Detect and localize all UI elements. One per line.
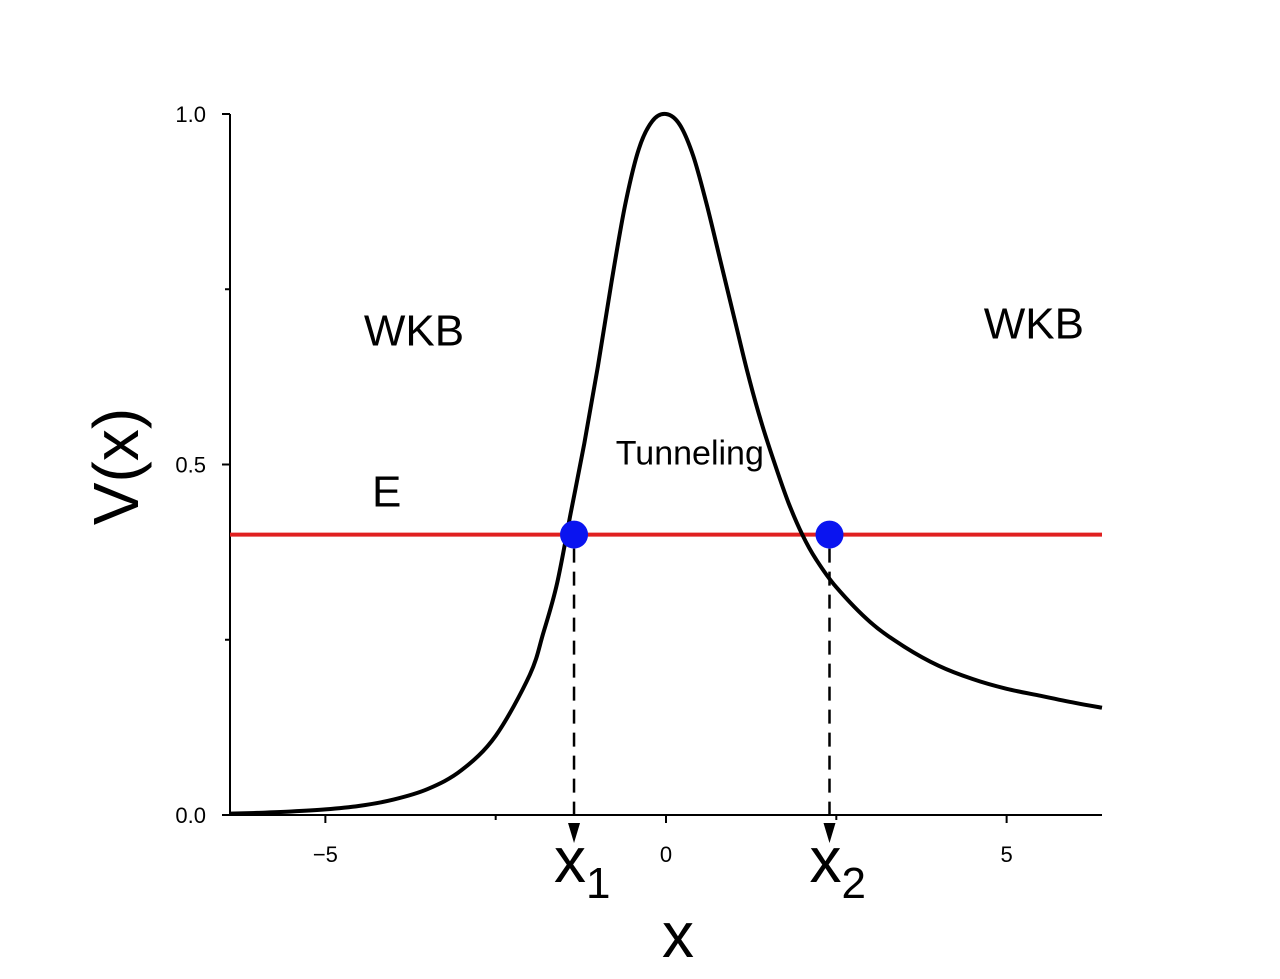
curve-layer — [229, 111, 1103, 816]
dropline-layer — [568, 548, 836, 843]
turning-point-symbol: x — [554, 824, 586, 896]
right-region-label: WKB — [984, 299, 1084, 348]
turning-point-marker — [560, 520, 589, 549]
barrier-region-label: Tunneling — [616, 435, 764, 473]
x-axis-title: x — [662, 899, 694, 971]
turning-point-symbol: x — [810, 824, 842, 896]
x-tick-label: −5 — [313, 842, 338, 867]
y-axis-title: V(x) — [80, 408, 152, 525]
dropline-arrowhead — [823, 823, 836, 843]
dropline-arrowhead — [568, 823, 581, 843]
x-tick-label: 5 — [1001, 842, 1013, 867]
y-tick-label: 0.0 — [175, 803, 206, 828]
energy-label: E — [372, 468, 401, 517]
annotation-layer: WKB WKB Tunneling — [364, 299, 1084, 472]
y-tick-label: 0.5 — [175, 453, 206, 478]
y-tick-label: 1.0 — [175, 102, 206, 127]
left-region-label: WKB — [364, 306, 464, 355]
turning-point-marker — [815, 520, 844, 549]
turning-point-layer: x1 x2 — [554, 520, 866, 908]
turning-point-label: x1 — [554, 824, 610, 908]
turning-point-subscript: 2 — [842, 859, 866, 908]
axis-ticks: −5 0 5 0.0 0.5 1.0 — [175, 102, 1012, 867]
energy-layer: E — [230, 468, 1102, 537]
potential-curve — [229, 111, 1103, 816]
turning-point-subscript: 1 — [586, 859, 610, 908]
x-tick-label: 0 — [660, 842, 672, 867]
turning-point-label: x2 — [810, 824, 866, 908]
